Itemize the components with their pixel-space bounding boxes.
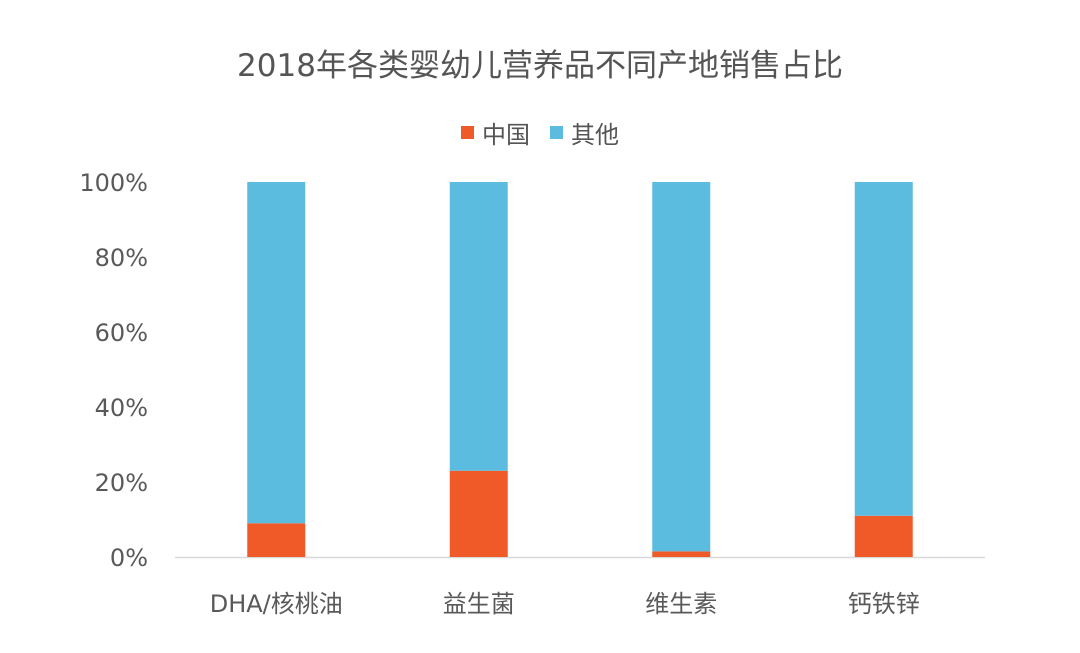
bar-china <box>854 515 913 557</box>
bar-china <box>247 523 306 557</box>
x-category-label: DHA/核桃油 <box>210 590 343 618</box>
x-category-label: 益生菌 <box>443 590 515 618</box>
y-tick-label: 20% <box>95 469 148 497</box>
bar-china <box>449 470 508 557</box>
y-tick-label: 40% <box>95 394 148 422</box>
legend-label-china: 中国 <box>482 121 530 149</box>
chart-title: 2018年各类婴幼儿营养品不同产地销售占比 <box>237 48 843 84</box>
y-tick-label: 80% <box>95 244 148 272</box>
y-tick-label: 100% <box>79 169 148 197</box>
legend-swatch-china <box>461 126 474 139</box>
legend-swatch-other <box>550 126 563 139</box>
bar-china <box>652 551 711 557</box>
bar-other <box>854 182 913 516</box>
y-tick-label: 0% <box>110 544 148 572</box>
legend-item-other: 其他 <box>550 115 619 150</box>
chart-legend: 中国 其他 <box>0 115 1080 150</box>
legend-item-china: 中国 <box>461 115 530 150</box>
x-category-label: 钙铁锌 <box>848 590 920 618</box>
legend-label-other: 其他 <box>571 121 619 149</box>
bar-other <box>652 182 711 552</box>
x-category-label: 维生素 <box>645 590 717 618</box>
bar-other <box>247 182 306 524</box>
bar-other <box>449 182 508 471</box>
y-tick-label: 60% <box>95 319 148 347</box>
